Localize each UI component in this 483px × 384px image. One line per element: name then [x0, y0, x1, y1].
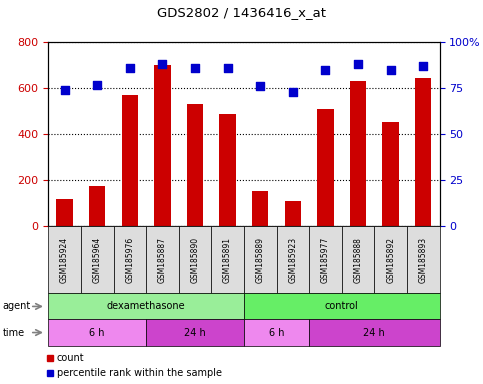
- Bar: [244, 226, 277, 293]
- Point: [158, 61, 166, 67]
- Text: GSM185891: GSM185891: [223, 237, 232, 283]
- Point: [126, 65, 134, 71]
- Point: [224, 65, 231, 71]
- Bar: [244, 319, 309, 346]
- Bar: [277, 226, 309, 293]
- Text: GSM185964: GSM185964: [93, 237, 102, 283]
- Bar: [122, 95, 138, 226]
- Text: GSM185889: GSM185889: [256, 237, 265, 283]
- Point: [354, 61, 362, 67]
- Bar: [374, 226, 407, 293]
- Text: count: count: [57, 353, 85, 363]
- Point: [419, 63, 427, 69]
- Bar: [179, 226, 212, 293]
- Text: GSM185924: GSM185924: [60, 237, 69, 283]
- Text: GSM185977: GSM185977: [321, 237, 330, 283]
- Bar: [154, 65, 170, 226]
- Bar: [342, 226, 374, 293]
- Bar: [244, 293, 440, 319]
- Bar: [407, 226, 440, 293]
- Bar: [415, 78, 431, 226]
- Bar: [48, 319, 146, 346]
- Text: GSM185892: GSM185892: [386, 237, 395, 283]
- Text: GSM185893: GSM185893: [419, 237, 428, 283]
- Bar: [219, 114, 236, 226]
- Bar: [48, 226, 81, 293]
- Bar: [317, 109, 334, 226]
- Text: GSM185888: GSM185888: [354, 237, 363, 283]
- Text: GSM185976: GSM185976: [125, 237, 134, 283]
- Text: 24 h: 24 h: [184, 328, 206, 338]
- Bar: [350, 81, 366, 226]
- Point: [191, 65, 199, 71]
- Text: time: time: [2, 328, 25, 338]
- Text: control: control: [325, 301, 358, 311]
- Point: [387, 67, 395, 73]
- Text: agent: agent: [2, 301, 30, 311]
- Point: [61, 87, 69, 93]
- Bar: [383, 122, 399, 226]
- Bar: [114, 226, 146, 293]
- Text: GDS2802 / 1436416_x_at: GDS2802 / 1436416_x_at: [157, 6, 326, 19]
- Text: 24 h: 24 h: [363, 328, 385, 338]
- Text: 6 h: 6 h: [89, 328, 105, 338]
- Bar: [252, 190, 269, 226]
- Bar: [146, 319, 244, 346]
- Text: GSM185890: GSM185890: [190, 237, 199, 283]
- Text: GSM185887: GSM185887: [158, 237, 167, 283]
- Bar: [57, 199, 73, 226]
- Point: [322, 67, 329, 73]
- Bar: [284, 201, 301, 226]
- Point: [93, 81, 101, 88]
- Bar: [309, 319, 440, 346]
- Bar: [81, 226, 114, 293]
- Text: percentile rank within the sample: percentile rank within the sample: [57, 368, 222, 378]
- Point: [256, 83, 264, 89]
- Bar: [146, 226, 179, 293]
- Bar: [212, 226, 244, 293]
- Point: [289, 89, 297, 95]
- Text: 6 h: 6 h: [269, 328, 284, 338]
- Bar: [187, 104, 203, 226]
- Bar: [309, 226, 342, 293]
- Text: dexamethasone: dexamethasone: [107, 301, 185, 311]
- Bar: [89, 186, 105, 226]
- Text: GSM185923: GSM185923: [288, 237, 298, 283]
- Bar: [48, 293, 244, 319]
